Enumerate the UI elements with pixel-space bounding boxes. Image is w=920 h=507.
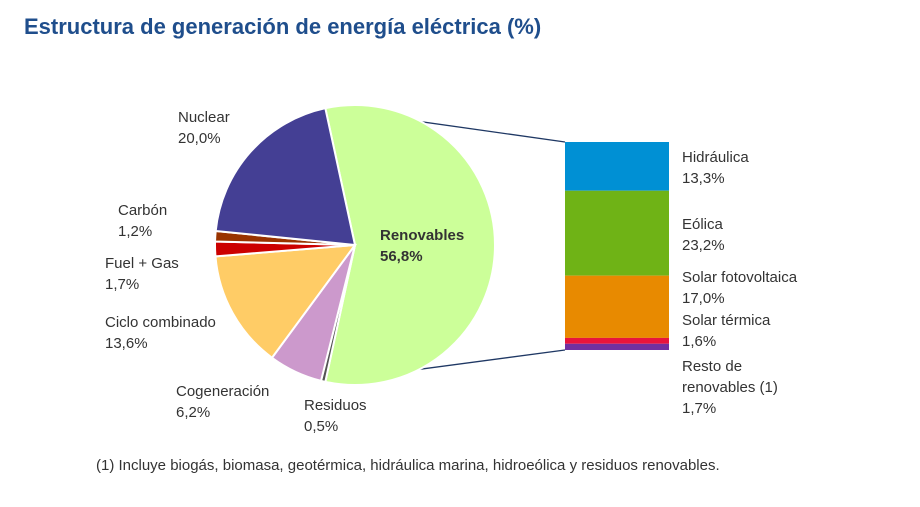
pie-slice-renovables [324,104,496,386]
pie-slice-nuclear [214,106,357,247]
breakdown-bar [565,142,669,350]
pie-label-residuos: Residuos 0,5% [304,397,367,435]
pie-label-cogeneracion: Cogeneración 6,2% [176,383,269,421]
pie-chart [214,104,496,386]
bar-label-solar-termica: Solar térmica 1,6% [682,312,771,350]
pie-label-ciclo-combinado: Ciclo combinado 13,6% [105,314,216,352]
bar-segment-hidraulica [565,142,669,191]
bar-segment-solar-termica [565,337,669,344]
bar-label-hidraulica: Hidráulica 13,3% [682,149,749,187]
bar-label-solar-fotovoltaica: Solar fotovoltaica 17,0% [682,269,798,307]
chart-labels: Renovables 56,8% Residuos 0,5% Cogeneración 6… [105,109,798,435]
bar-segment-solar-fotovoltaica [565,275,669,338]
bar-label-resto-de-renovables-1: Resto de renovables (1) 1,7% [682,358,778,417]
chart-title: Estructura de generación de energía eléc… [24,14,542,39]
footnote: (1) Incluye biogás, biomasa, geotérmica,… [96,457,720,474]
pie-label-renovables: Renovables 56,8% [380,227,464,265]
bar-label-eolica: Eólica 23,2% [682,216,725,254]
pie-slice-ciclo-combinado [214,243,358,360]
pie-label-carbon: Carbón 1,2% [118,202,167,240]
bar-segment-resto-de-renovables-1 [565,343,669,350]
pie-label-nuclear: Nuclear 20,0% [178,109,230,147]
bar-segment-eolica [565,190,669,276]
pie-label-fuel-gas: Fuel + Gas 1,7% [105,255,179,293]
